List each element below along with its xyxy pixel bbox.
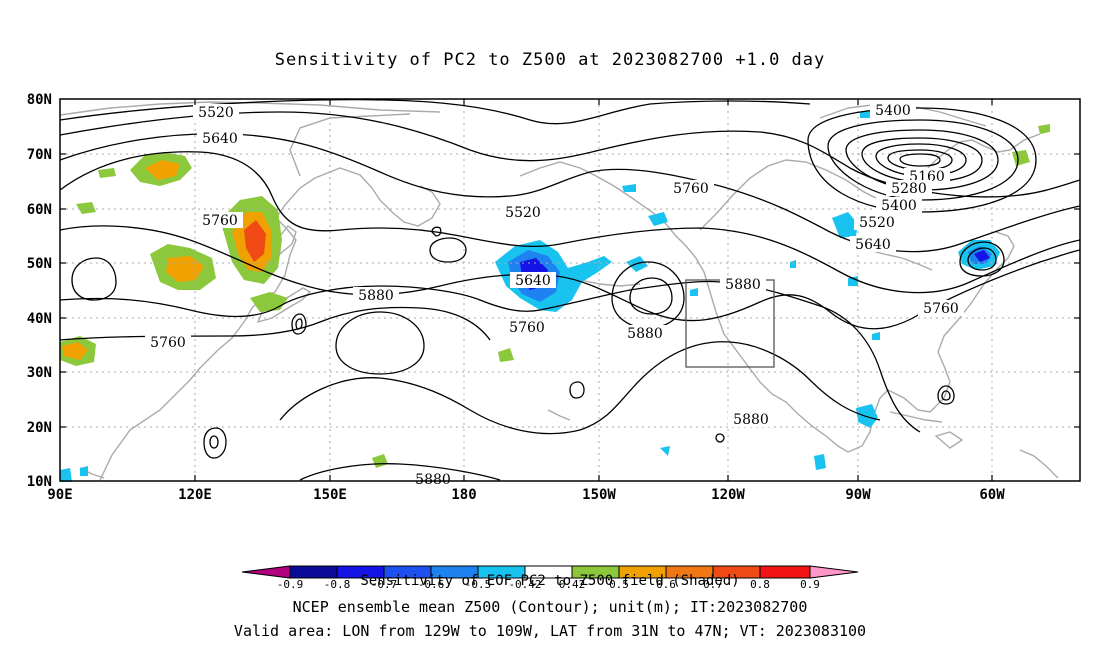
contour-label: 5400 <box>875 103 911 119</box>
lon-label: 60W <box>979 487 1005 503</box>
tick-marks <box>60 99 1080 481</box>
contour-label: 5640 <box>515 273 551 289</box>
contour-labels: 5520 5640 5760 5880 5760 5520 5640 5760 … <box>145 102 964 488</box>
contour-label: 5760 <box>923 301 959 317</box>
contour-label: 5880 <box>358 288 394 304</box>
colorbar-tick: -0.42 <box>508 578 541 591</box>
contour-label: 5520 <box>198 105 234 121</box>
colorbar-tick: 0.7 <box>703 578 723 591</box>
grid-lines <box>60 99 1080 481</box>
footer-valid-area: Valid area: LON from 129W to 109W, LAT f… <box>233 622 867 640</box>
colorbar-tick: -0.9 <box>277 578 304 591</box>
lat-label: 20N <box>27 420 52 436</box>
colorbar-tick: -0.6 <box>418 578 445 591</box>
lon-label: 90E <box>47 487 72 503</box>
longitude-labels: 90E 120E 150E 180 150W 120W 90W 60W <box>47 487 1005 503</box>
colorbar: -0.9 -0.8 -0.7 -0.6 -0.5 -0.42 0.42 0.5 … <box>241 565 859 591</box>
contour-label: 5760 <box>509 320 545 336</box>
map-frame <box>59 98 1081 482</box>
colorbar-tick: -0.8 <box>324 578 351 591</box>
contour-label: 5880 <box>733 412 769 428</box>
contour-label: 5880 <box>725 277 761 293</box>
valid-area-box <box>685 279 775 368</box>
contour-label: 5760 <box>673 181 709 197</box>
sensitivity-shading <box>60 110 1050 482</box>
lat-label: 80N <box>27 92 52 108</box>
lat-label: 60N <box>27 202 52 218</box>
contour-label: 5520 <box>505 205 541 221</box>
contour-label: 5280 <box>891 181 927 197</box>
contour-label: 5880 <box>415 472 451 488</box>
contour-label: 5640 <box>855 237 891 253</box>
lon-label: 120W <box>711 487 745 503</box>
footer-contour-info: NCEP ensemble mean Z500 (Contour); unit(… <box>292 598 808 616</box>
colorbar-tick: -0.7 <box>371 578 398 591</box>
lat-label: 70N <box>27 147 52 163</box>
colorbar-tick: 0.42 <box>559 578 586 591</box>
coastlines <box>59 101 1059 481</box>
colorbar-tick: 0.8 <box>750 578 770 591</box>
lat-label: 10N <box>27 474 52 490</box>
colorbar-ticks: -0.9 -0.8 -0.7 -0.6 -0.5 -0.42 0.42 0.5 … <box>277 578 820 591</box>
colorbar-tick: 0.5 <box>609 578 629 591</box>
contour-label: 5400 <box>881 198 917 214</box>
map-title: Sensitivity of PC2 to Z500 at 2023082700… <box>274 50 826 70</box>
lon-label: 90W <box>845 487 871 503</box>
lon-label: 150E <box>313 487 347 503</box>
colorbar-tick: -0.5 <box>465 578 492 591</box>
colorbar-title: Sensitivity of EOF PC2 to Z500 field (Sh… <box>360 573 740 589</box>
colorbar-tick: 0.9 <box>800 578 820 591</box>
lon-label: 120E <box>178 487 212 503</box>
lat-label: 30N <box>27 365 52 381</box>
contour-label: 5880 <box>627 326 663 342</box>
contour-label: 5760 <box>150 335 186 351</box>
lon-label: 180 <box>451 487 476 503</box>
contour-label: 5520 <box>859 215 895 231</box>
colorbar-tick: 0.6 <box>656 578 676 591</box>
colorbar-end-right <box>809 565 859 579</box>
lat-label: 40N <box>27 311 52 327</box>
contour-label: 5640 <box>202 131 238 147</box>
latitude-labels: 80N 70N 60N 50N 40N 30N 20N 10N <box>27 92 52 490</box>
contour-label: 5760 <box>202 213 238 229</box>
lat-label: 50N <box>27 256 52 272</box>
lon-label: 150W <box>582 487 616 503</box>
